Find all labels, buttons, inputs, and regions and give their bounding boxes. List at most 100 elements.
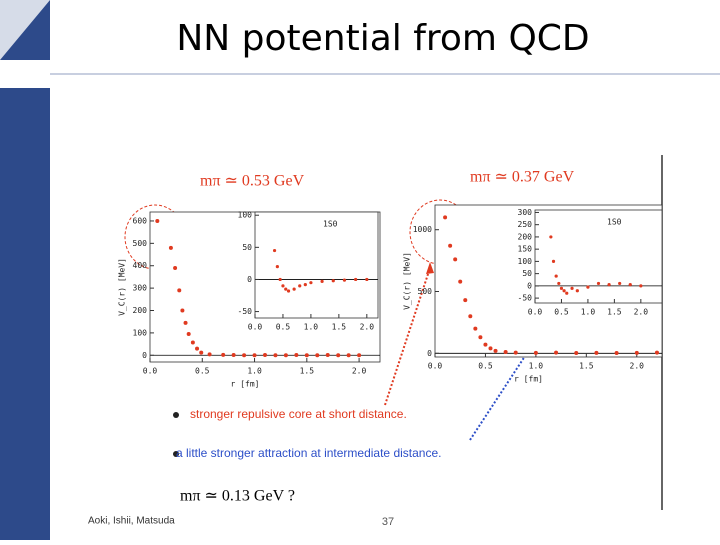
x-tick-label: 0.0 xyxy=(528,308,543,317)
mass-label: mπ ≃ 0.13 GeV ? xyxy=(180,488,295,505)
x-tick-label: 1.5 xyxy=(579,362,594,371)
data-point xyxy=(565,291,569,295)
data-point xyxy=(292,287,296,291)
plot-frame xyxy=(254,211,379,319)
x-tick-label: 1.0 xyxy=(247,367,262,376)
x-axis-label: r [fm] xyxy=(231,380,260,389)
data-point xyxy=(574,351,579,356)
y-tick-label: 150 xyxy=(518,245,533,254)
data-point xyxy=(294,353,299,358)
data-point xyxy=(559,286,564,290)
data-point xyxy=(557,281,561,286)
data-point xyxy=(231,353,236,358)
data-point xyxy=(173,265,178,270)
data-point xyxy=(286,289,291,293)
data-point xyxy=(284,287,288,291)
data-point xyxy=(596,281,601,286)
data-point xyxy=(168,245,173,250)
mass-label: mπ ≃ 0.53 GeV xyxy=(200,173,305,190)
data-point xyxy=(463,298,468,303)
y-tick-label: 0 xyxy=(142,351,147,360)
data-point xyxy=(242,353,247,358)
data-point xyxy=(549,235,553,239)
data-point xyxy=(488,346,493,351)
data-point xyxy=(180,308,185,313)
data-point xyxy=(493,348,498,353)
mass-label: mπ ≃ 0.37 GeV xyxy=(470,169,575,186)
data-point xyxy=(346,353,351,358)
data-point xyxy=(551,259,556,263)
data-point xyxy=(325,353,330,358)
y-tick-label: 200 xyxy=(518,232,533,241)
data-point xyxy=(177,288,182,293)
side-bar xyxy=(0,88,50,540)
data-point xyxy=(298,284,302,288)
page-number: 37 xyxy=(382,516,394,528)
data-point xyxy=(273,353,278,358)
y-tick-label: 100 xyxy=(518,257,533,266)
x-tick-label: 0.0 xyxy=(248,323,263,332)
y-tick-label: -50 xyxy=(518,294,533,303)
data-point xyxy=(607,283,611,287)
data-point xyxy=(554,350,559,355)
x-tick-label: 1.5 xyxy=(607,308,622,317)
data-point xyxy=(639,284,643,288)
y-tick-label: 400 xyxy=(133,261,148,270)
y-tick-label: 50 xyxy=(242,243,252,252)
x-tick-label: 2.0 xyxy=(360,323,375,332)
bullet-dot xyxy=(173,412,179,418)
inset-label: 1S0 xyxy=(607,218,622,227)
data-point xyxy=(473,326,478,331)
y-tick-label: 600 xyxy=(133,216,148,225)
data-point xyxy=(320,279,324,283)
data-point xyxy=(155,218,160,223)
data-point xyxy=(304,353,309,358)
data-point xyxy=(336,353,341,358)
x-tick-label: 0.5 xyxy=(554,308,569,317)
data-point xyxy=(354,277,358,282)
data-point xyxy=(554,274,558,278)
data-point xyxy=(342,278,347,282)
data-point xyxy=(586,285,590,289)
title: NN potential from QCD xyxy=(176,18,589,59)
x-tick-label: 2.0 xyxy=(630,362,645,371)
bullet: a little stronger attraction at intermed… xyxy=(176,446,441,460)
x-tick-label: 0.0 xyxy=(143,367,158,376)
data-point xyxy=(315,353,320,358)
y-axis-label: V_C(r) [MeV] xyxy=(118,258,127,316)
y-tick-label: 0 xyxy=(527,281,532,290)
data-point xyxy=(614,351,619,356)
plot-frame xyxy=(534,209,663,304)
data-point xyxy=(199,350,204,355)
data-point xyxy=(458,279,463,284)
y-tick-label: -50 xyxy=(238,307,253,316)
y-tick-label: 250 xyxy=(518,220,533,229)
data-point xyxy=(309,281,313,285)
data-point xyxy=(628,283,632,287)
y-tick-label: 100 xyxy=(238,211,253,220)
y-tick-label: 500 xyxy=(133,239,148,248)
x-tick-label: 0.5 xyxy=(276,323,291,332)
data-point xyxy=(281,284,285,288)
data-point xyxy=(533,350,538,355)
y-tick-label: 100 xyxy=(133,328,148,337)
x-tick-label: 0.5 xyxy=(195,367,210,376)
data-point xyxy=(562,289,566,293)
data-point xyxy=(272,248,277,253)
corner-deco xyxy=(0,0,50,60)
arrow xyxy=(384,267,431,406)
data-point xyxy=(331,279,335,283)
y-tick-label: 300 xyxy=(518,208,533,217)
data-point xyxy=(221,352,226,357)
bullet: stronger repulsive core at short distanc… xyxy=(190,407,407,421)
data-point xyxy=(183,320,188,325)
data-point xyxy=(278,277,282,282)
x-tick-label: 1.5 xyxy=(300,367,315,376)
data-point xyxy=(283,353,288,358)
data-point xyxy=(468,314,473,319)
x-tick-label: 2.0 xyxy=(352,367,367,376)
y-tick-label: 300 xyxy=(133,284,148,293)
y-axis-label: V_C(r) [MeV] xyxy=(403,252,412,310)
data-point xyxy=(275,265,279,269)
